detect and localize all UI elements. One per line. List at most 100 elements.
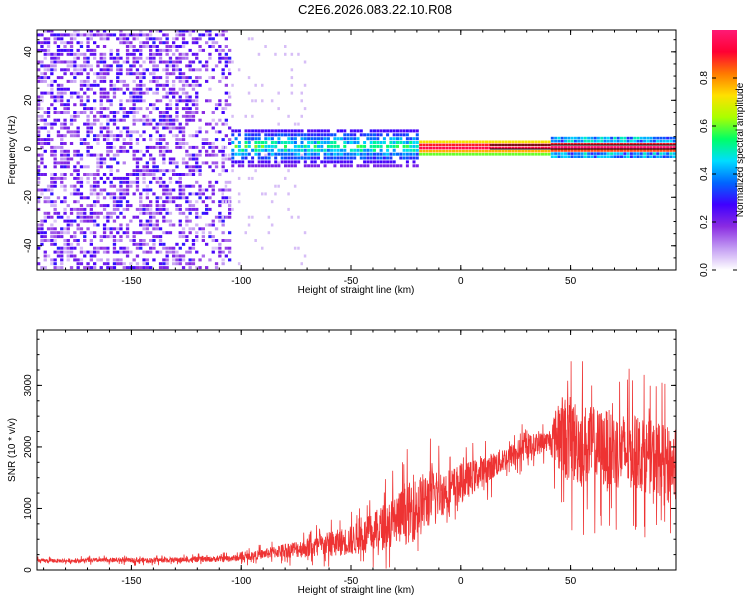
spectrogram-cell [405, 137, 409, 141]
spectrogram-cell [119, 176, 123, 180]
spectrogram-cell [544, 153, 548, 156]
spectrogram-cell [79, 99, 84, 103]
spectrogram-cell [517, 146, 521, 150]
spectrogram-cell [649, 152, 653, 155]
spectrogram-cell [412, 129, 416, 133]
spectrogram-cell [86, 219, 90, 223]
spectrogram-cell [60, 215, 64, 219]
spectrogram-cell [165, 200, 169, 204]
spectrogram-cell [191, 68, 196, 72]
spectrogram-cell [132, 64, 136, 68]
spectrogram-cell [46, 68, 51, 72]
spectrogram-cell [145, 266, 149, 270]
spectrogram-cell [254, 239, 257, 242]
spectrogram-cell [205, 207, 209, 211]
spectrogram-cell [93, 48, 97, 52]
spectrogram-cell [43, 196, 47, 200]
spectrogram-cell [208, 196, 212, 200]
spectrogram-cell [452, 140, 455, 144]
spectrogram-cell [396, 141, 399, 144]
spectrogram-cell [63, 142, 67, 145]
spectrogram-cell [277, 148, 281, 152]
spectrogram-cell [53, 180, 57, 184]
spectrogram-cell [122, 250, 126, 254]
spectrogram-cell [181, 173, 186, 176]
spectrogram-cell [181, 130, 186, 134]
spectrogram-cell [50, 239, 54, 242]
spectrogram-cell [172, 188, 176, 192]
spectrogram-cell [419, 143, 423, 147]
spectrogram-cell [399, 152, 403, 156]
spectrogram-cell [471, 149, 475, 153]
spectrogram-cell [60, 103, 64, 107]
spectrogram-cell [191, 262, 196, 266]
spectrogram-cell [221, 250, 225, 254]
spectrogram-cell [125, 45, 130, 48]
spectrogram-cell [139, 246, 143, 250]
spectrogram-cell [60, 180, 64, 184]
spectrogram-cell [267, 215, 271, 219]
spectrogram-cell [56, 235, 61, 239]
spectrogram-cell [40, 41, 44, 45]
spectrogram-cell [366, 152, 370, 156]
spectrogram-cell [155, 169, 159, 173]
spectrogram-cell [149, 223, 153, 227]
spectrogram-cell [106, 145, 110, 149]
spectrogram-cell [231, 164, 235, 168]
spectrogram-cell [112, 145, 117, 149]
spectrogram-cell [185, 200, 189, 204]
spectrogram-cell [195, 76, 199, 80]
spectrogram-cell [504, 140, 508, 144]
spectrogram-cell [178, 204, 182, 208]
spectrogram-cell [564, 136, 567, 140]
spectrogram-cell [76, 153, 80, 157]
spectrogram-cell [106, 149, 110, 153]
spectrogram-cell [596, 139, 600, 143]
spectrogram-cell [435, 153, 439, 156]
spectrogram-cell [218, 204, 222, 208]
spectrogram-cell [79, 52, 84, 56]
spectrogram-cell [165, 95, 169, 99]
spectrogram-cell [43, 173, 47, 176]
spectrogram-cell [93, 188, 97, 192]
spectrogram-cell [669, 146, 673, 149]
spectrogram-cell [172, 52, 176, 56]
spectrogram-cell [86, 204, 90, 208]
spectrogram-cell [76, 262, 80, 266]
spectrogram-cell [198, 126, 202, 130]
spectrogram-cell [116, 118, 120, 122]
spectrogram-cell [152, 242, 156, 246]
spectrogram-cell [211, 41, 215, 45]
spectrogram-cell [191, 79, 196, 83]
spectrogram-cell [142, 211, 146, 215]
spectrogram-cell [402, 156, 406, 160]
spectrogram-cell [185, 83, 189, 87]
spectrogram-cell [593, 143, 597, 146]
spectrogram-cell [165, 246, 169, 250]
spectrogram-cell [79, 196, 84, 200]
spectrogram-cell [191, 258, 196, 262]
spectrogram-cell [165, 118, 169, 122]
spectrogram-cell [221, 258, 225, 262]
spectrogram-cell [195, 161, 199, 165]
spectrogram-cell [76, 192, 80, 196]
spectrogram-cell [429, 149, 432, 153]
spectrogram-cell [195, 130, 199, 134]
spectrogram-cell [623, 149, 627, 152]
spectrogram-cell [116, 76, 120, 80]
spectrogram-cell [228, 215, 232, 219]
spectrogram-cell [139, 87, 143, 91]
spectrogram-cell [53, 242, 57, 246]
spectrogram-cell [241, 156, 245, 160]
spectrogram-cell [313, 133, 317, 137]
spectrogram-cell [125, 223, 130, 227]
spectrogram-cell [106, 64, 110, 68]
spectrogram-cell [53, 262, 57, 266]
spectrogram-cell [247, 215, 251, 219]
spectrogram-cell [63, 157, 67, 161]
spectrogram-cell [402, 129, 406, 133]
spectrogram-cell [402, 141, 406, 144]
spectrogram-cell [158, 169, 163, 173]
spectrogram-cell [310, 148, 314, 152]
spectrogram-cell [43, 215, 47, 219]
